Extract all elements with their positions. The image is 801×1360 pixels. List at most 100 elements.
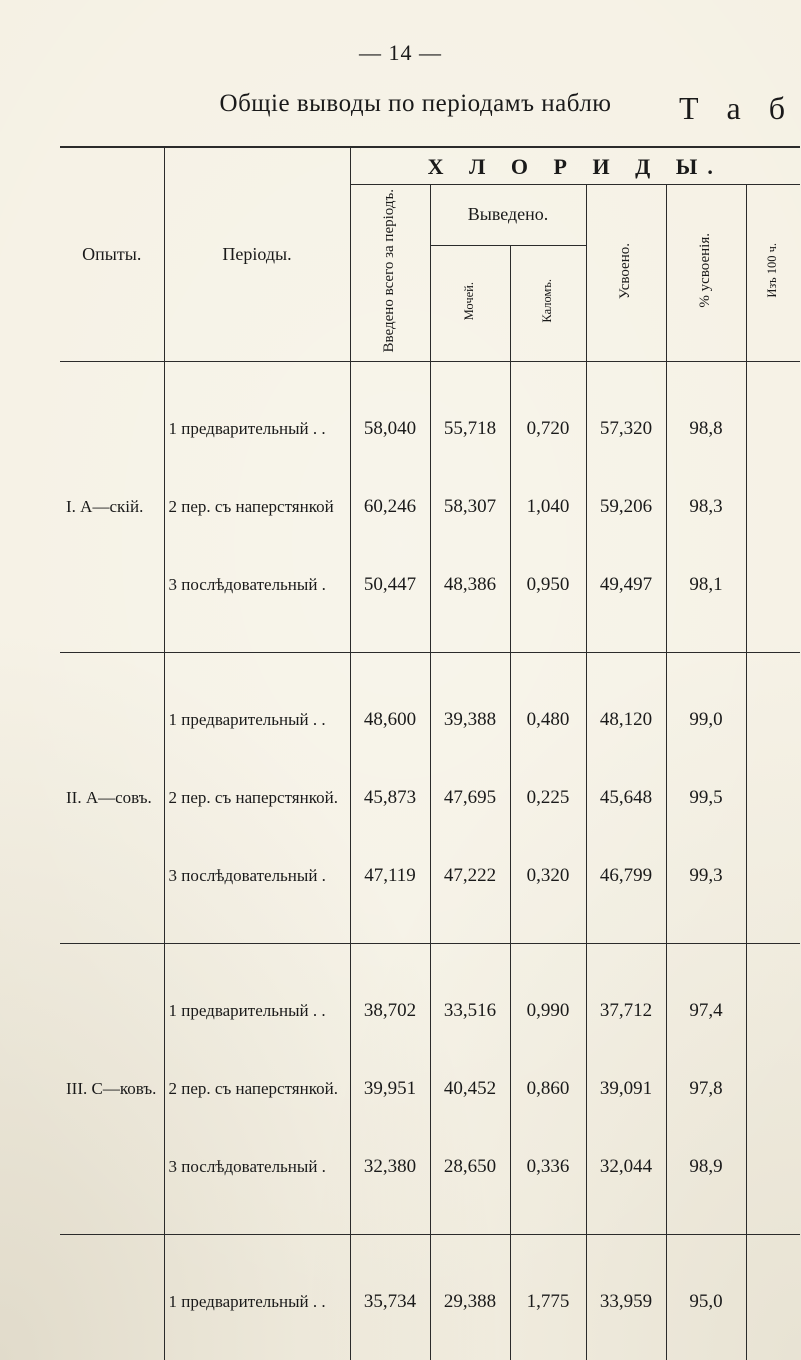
- group-name: III. С—ковъ.: [60, 1050, 164, 1128]
- period-label: 2 пер. съ наперстянкой.: [164, 1341, 350, 1360]
- cell-kalom: 1,775: [510, 1263, 586, 1341]
- cell-usvoeno: 32,044: [586, 1128, 666, 1206]
- cell-mochey: 48,386: [430, 546, 510, 624]
- period-label: 3 послѣдовательный .: [164, 1128, 350, 1206]
- cell-usvoeno: 39,091: [586, 1050, 666, 1128]
- cell-mochey: 47,222: [430, 837, 510, 915]
- cell-iz100: [746, 759, 800, 837]
- cell-vvedeno: 38,702: [350, 972, 430, 1050]
- data-table: Опыты. Періоды. Х Л О Р И Д Ы. Введено в…: [60, 146, 800, 1360]
- cell-usvoeno: 49,497: [586, 546, 666, 624]
- cell-vvedeno: 47,119: [350, 837, 430, 915]
- cell-mochey: 40,452: [430, 1050, 510, 1128]
- table-row: 1 предварительный . . 48,600 39,388 0,48…: [60, 681, 800, 759]
- group-name: II. А—совъ.: [60, 759, 164, 837]
- period-label: 2 пер. съ наперстянкой: [164, 468, 350, 546]
- cell-iz100: [746, 1263, 800, 1341]
- cell-mochey: 55,718: [430, 390, 510, 468]
- period-label: 1 предварительный . .: [164, 681, 350, 759]
- cell-mochey: 28,650: [430, 1128, 510, 1206]
- table-row: 3 послѣдовательный . 47,119 47,222 0,320…: [60, 837, 800, 915]
- period-label: 3 послѣдовательный .: [164, 837, 350, 915]
- cell-iz100: [746, 1128, 800, 1206]
- cell-iz100: [746, 972, 800, 1050]
- page: — 14 — Т а б Общіе выводы по періодамъ н…: [0, 0, 801, 1360]
- cell-usvoeno: 46,799: [586, 837, 666, 915]
- cell-pct: 97,4: [666, 972, 746, 1050]
- cell-usvoeno: 48,120: [586, 681, 666, 759]
- cell-mochey: 39,388: [430, 681, 510, 759]
- col-usvoeno: Усвоено.: [586, 185, 666, 362]
- cell-vvedeno: 32,380: [350, 1128, 430, 1206]
- cell-mochey: 47,695: [430, 759, 510, 837]
- cell-usvoeno: 59,206: [586, 468, 666, 546]
- cell-mochey: 33,516: [430, 972, 510, 1050]
- cell-mochey: 29,388: [430, 1263, 510, 1341]
- cell-pct: 95,0: [666, 1263, 746, 1341]
- table-row: 3 послѣдовательный . 32,380 28,650 0,336…: [60, 1128, 800, 1206]
- cell-mochey: 33,820: [430, 1341, 510, 1360]
- period-label: 1 предварительный . .: [164, 390, 350, 468]
- table-row: II. А—совъ. 2 пер. съ наперстянкой. 45,8…: [60, 759, 800, 837]
- period-label: 2 пер. съ наперстянкой.: [164, 1050, 350, 1128]
- group-name: IV. Б—ковъ.: [60, 1341, 164, 1360]
- cell-pct: 98,3: [666, 468, 746, 546]
- cell-usvoeno: 45,648: [586, 759, 666, 837]
- cell-vvedeno: 31,197: [350, 1341, 430, 1360]
- cell-kalom: 0,320: [510, 837, 586, 915]
- cell-iz100: [746, 681, 800, 759]
- table-row: 1 предварительный . . 38,702 33,516 0,99…: [60, 972, 800, 1050]
- cell-kalom: 0,990: [510, 972, 586, 1050]
- cell-vvedeno: 60,246: [350, 468, 430, 546]
- cell-iz100: [746, 837, 800, 915]
- cell-kalom: 0,846: [510, 1341, 586, 1360]
- cell-vvedeno: 39,951: [350, 1050, 430, 1128]
- cell-pct: 98,9: [666, 1128, 746, 1206]
- cell-pct: 99,0: [666, 681, 746, 759]
- table-row: 1 предварительный . . 58,040 55,718 0,72…: [60, 390, 800, 468]
- cell-usvoeno: 37,712: [586, 972, 666, 1050]
- cell-kalom: 0,720: [510, 390, 586, 468]
- corner-label: Т а б: [679, 90, 795, 127]
- cell-usvoeno: 30,351: [586, 1341, 666, 1360]
- group-name: I. А—скій.: [60, 468, 164, 546]
- cell-vvedeno: 35,734: [350, 1263, 430, 1341]
- table-body: 1 предварительный . . 58,040 55,718 0,72…: [60, 362, 800, 1360]
- col-opyty: Опыты.: [60, 148, 164, 362]
- cell-iz100: [746, 390, 800, 468]
- cell-pct: 99,5: [666, 759, 746, 837]
- cell-pct: 98,1: [666, 546, 746, 624]
- cell-iz100: [746, 1341, 800, 1360]
- col-kalom: Каломъ.: [510, 245, 586, 362]
- cell-kalom: 0,336: [510, 1128, 586, 1206]
- cell-kalom: 0,860: [510, 1050, 586, 1128]
- table-row: 3 послѣдовательный . 50,447 48,386 0,950…: [60, 546, 800, 624]
- period-label: 1 предварительный . .: [164, 1263, 350, 1341]
- cell-kalom: 0,950: [510, 546, 586, 624]
- cell-vvedeno: 58,040: [350, 390, 430, 468]
- cell-vvedeno: 48,600: [350, 681, 430, 759]
- table-row: I. А—скій. 2 пер. съ наперстянкой 60,246…: [60, 468, 800, 546]
- cell-kalom: 0,225: [510, 759, 586, 837]
- col-periody: Періоды.: [164, 148, 350, 362]
- col-mochey: Мочей.: [430, 245, 510, 362]
- table-row: III. С—ковъ. 2 пер. съ наперстянкой. 39,…: [60, 1050, 800, 1128]
- section-title: Х Л О Р И Д Ы.: [350, 148, 800, 185]
- cell-kalom: 1,040: [510, 468, 586, 546]
- col-pct: % усвоенія.: [666, 185, 746, 362]
- period-label: 3 послѣдовательный .: [164, 546, 350, 624]
- cell-vvedeno: 45,873: [350, 759, 430, 837]
- table-row: IV. Б—ковъ. 2 пер. съ наперстянкой. 31,1…: [60, 1341, 800, 1360]
- cell-pct: 99,3: [666, 837, 746, 915]
- cell-iz100: [746, 468, 800, 546]
- period-label: 1 предварительный . .: [164, 972, 350, 1050]
- page-number: — 14 —: [0, 40, 801, 66]
- col-iz100: Изъ 100 ч.: [746, 185, 800, 362]
- cell-pct: 97,2: [666, 1341, 746, 1360]
- col-vvedeno: Введено всего за періодъ.: [350, 185, 430, 362]
- table-row: 1 предварительный . . 35,734 29,388 1,77…: [60, 1263, 800, 1341]
- cell-iz100: [746, 546, 800, 624]
- cell-usvoeno: 33,959: [586, 1263, 666, 1341]
- col-vyvedeno: Выведено.: [430, 185, 586, 246]
- period-label: 2 пер. съ наперстянкой.: [164, 759, 350, 837]
